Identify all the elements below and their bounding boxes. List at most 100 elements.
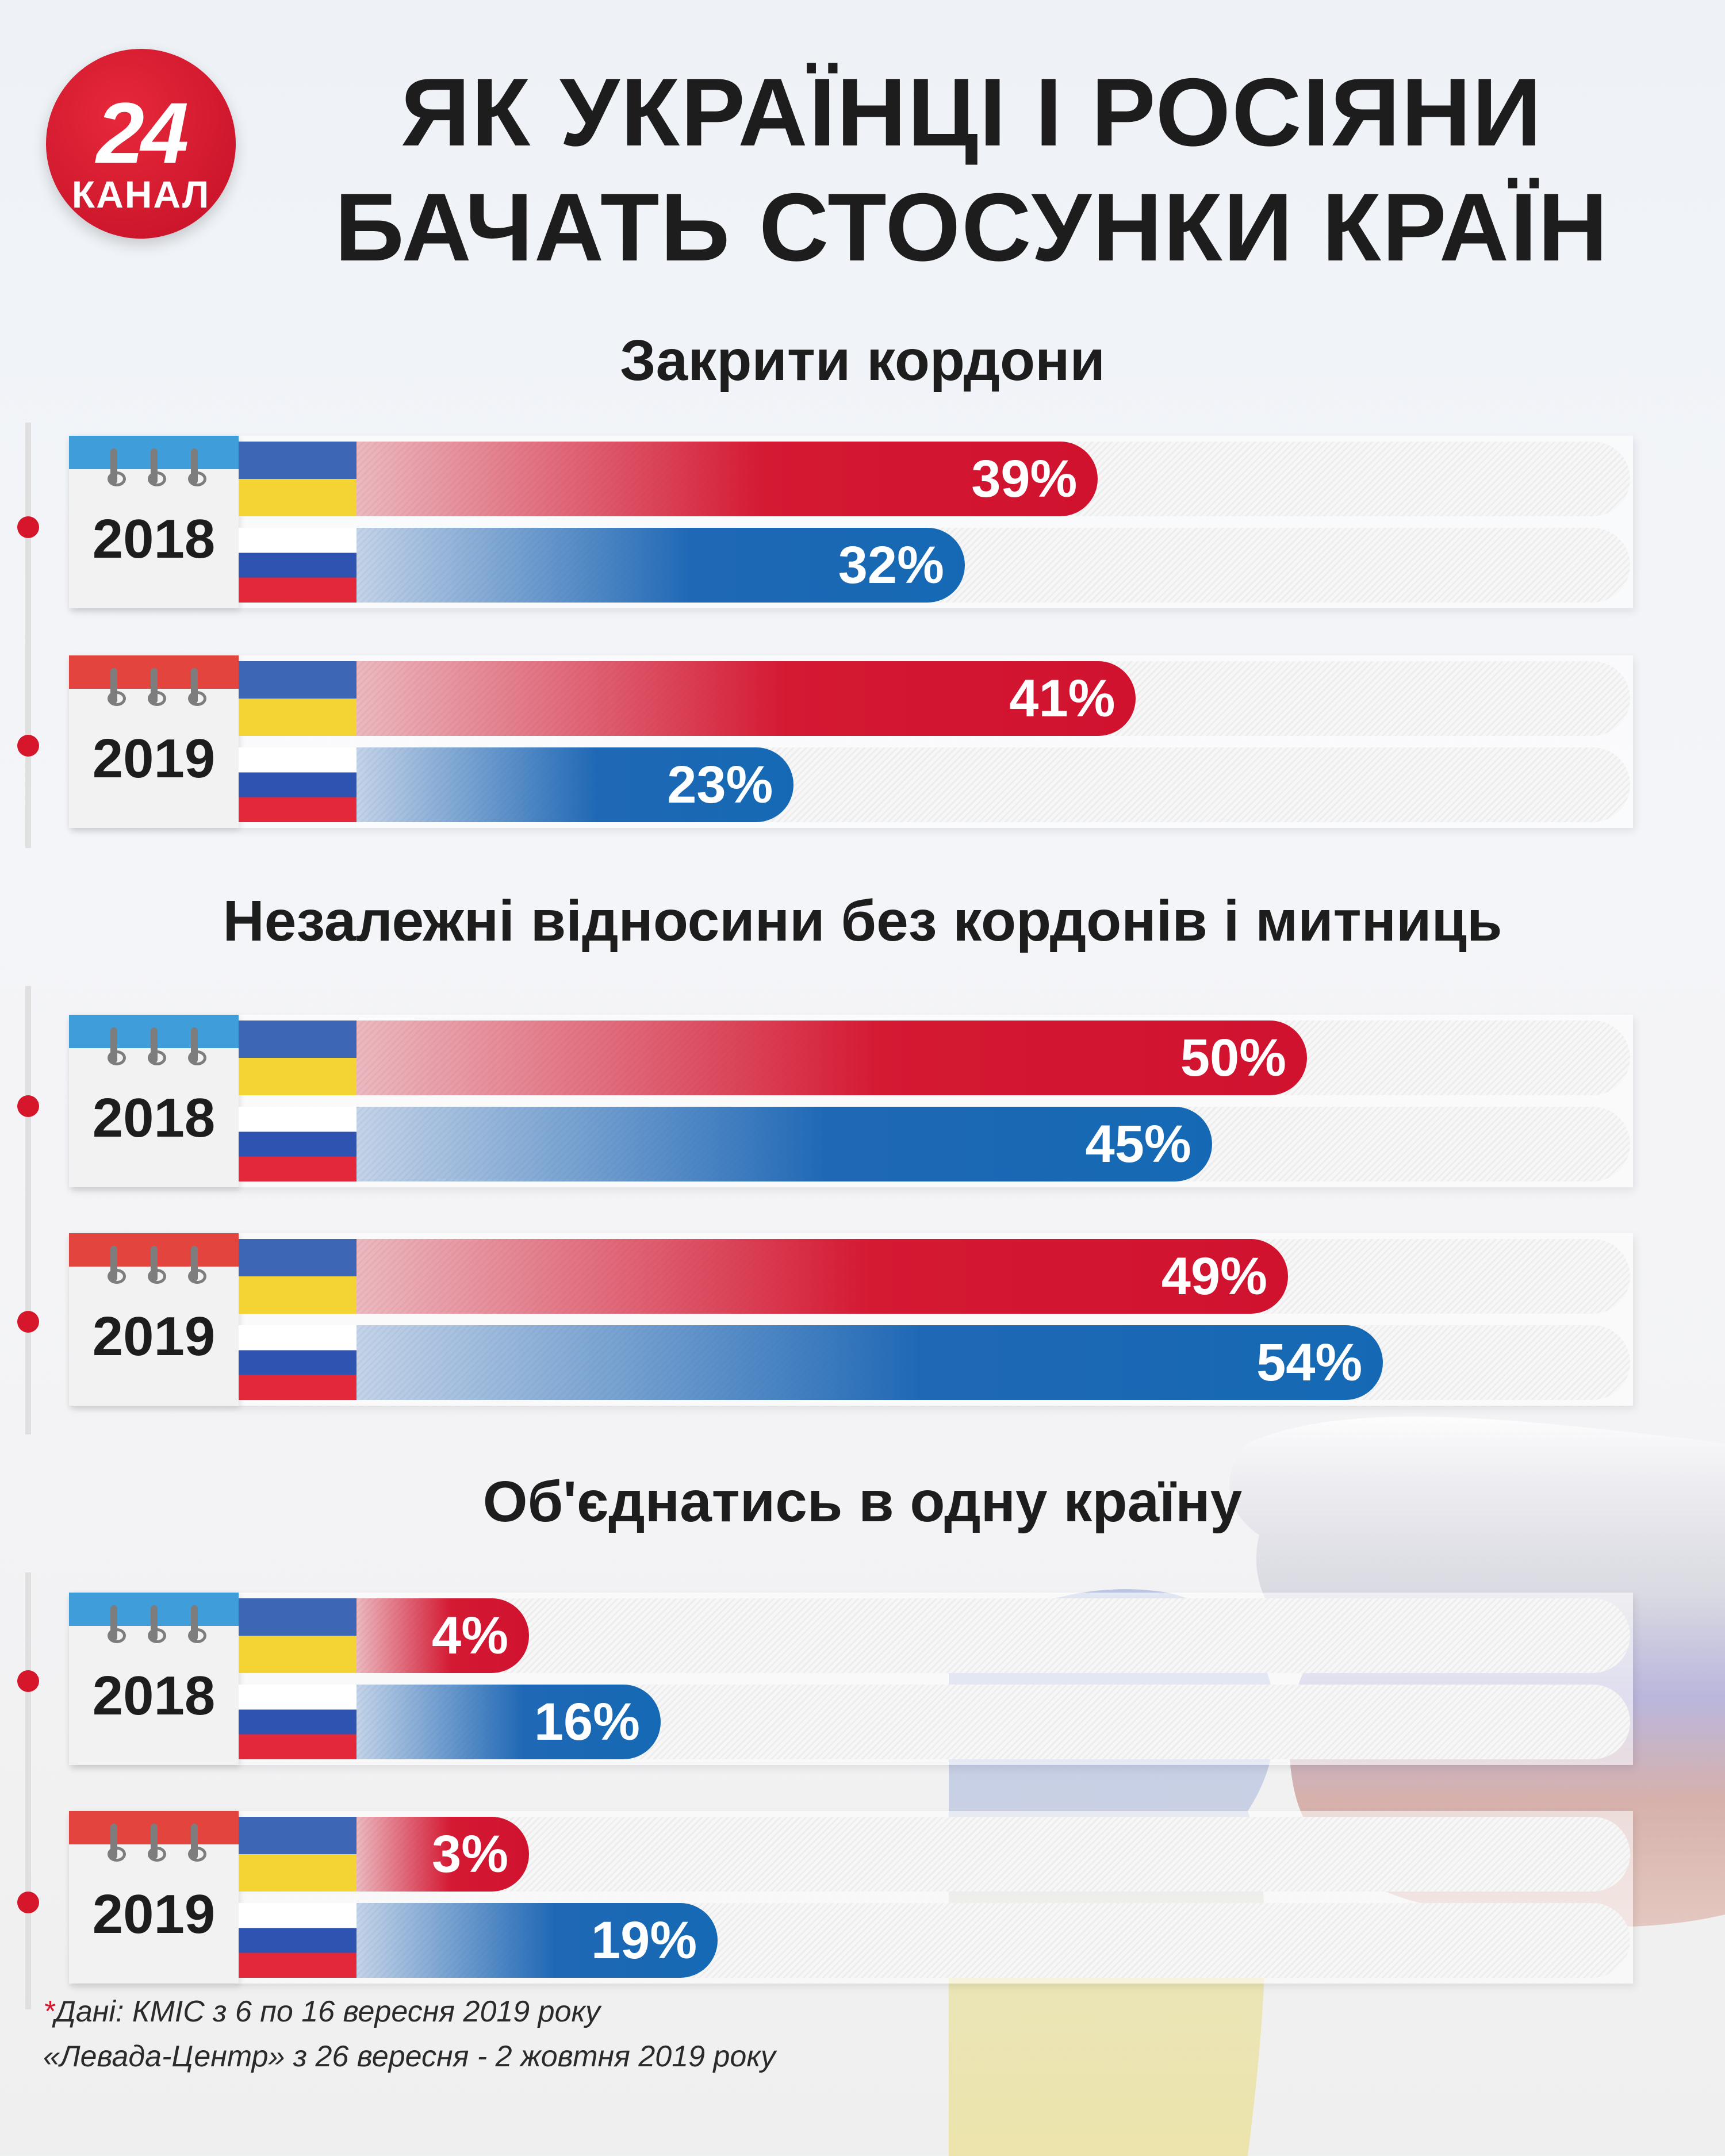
calendar-ring [148, 1605, 166, 1643]
year-label: 2019 [92, 728, 216, 789]
footnote-star: * [43, 1995, 55, 2028]
russia-flag [239, 1107, 356, 1181]
section-title-close-borders: Закрити кордони [620, 328, 1105, 393]
russia-flag [239, 1685, 356, 1759]
calendar-icon: 2019 [69, 1233, 239, 1406]
year-card: 2019 3% 19% [69, 1811, 1633, 1984]
calendar-ring [188, 1824, 206, 1862]
ukraine-flag [239, 1239, 356, 1314]
footnote-line-1: *Дані: КМІС з 6 по 16 вересня 2019 року [43, 1989, 776, 2034]
bar-value-label: 19% [591, 1911, 697, 1970]
calendar-ring [148, 668, 166, 706]
timeline-dot [17, 1095, 39, 1117]
calendar-ring [148, 448, 166, 486]
year-card: 2018 4% 16% [69, 1593, 1633, 1765]
source-footnote: *Дані: КМІС з 6 по 16 вересня 2019 року … [43, 1989, 776, 2079]
bar-value-label: 39% [971, 450, 1078, 508]
calendar-ring [188, 668, 206, 706]
bar-track: 49% [356, 1239, 1630, 1314]
bar-ukraine: 39% [356, 442, 1098, 516]
calendar-ring [148, 1246, 166, 1284]
ukraine-flag [239, 1598, 356, 1673]
year-label: 2018 [92, 1665, 216, 1727]
bar-value-label: 3% [432, 1825, 508, 1883]
section-title-independent-relations: Незалежні відносини без кордонів і митни… [223, 889, 1502, 953]
year-card: 2019 49% 54% [69, 1233, 1633, 1406]
bar-track: 19% [356, 1903, 1630, 1978]
year-card: 2019 41% 23% [69, 655, 1633, 828]
calendar-icon: 2018 [69, 1593, 239, 1765]
year-card: 2018 39% 32% [69, 436, 1633, 608]
year-label: 2019 [92, 1883, 216, 1945]
bar-value-label: 16% [534, 1693, 640, 1751]
russia-flag [239, 1325, 356, 1400]
bar-russia: 32% [356, 528, 965, 603]
bar-value-label: 32% [838, 536, 944, 594]
year-card: 2018 50% 45% [69, 1015, 1633, 1187]
bar-track: 54% [356, 1325, 1630, 1400]
bar-russia: 45% [356, 1107, 1212, 1181]
ukraine-flag [239, 442, 356, 516]
footnote-text-1: Дані: КМІС з 6 по 16 вересня 2019 року [55, 1995, 601, 2028]
logo-number: 24 [96, 85, 189, 181]
timeline-dot [17, 516, 39, 538]
year-label: 2018 [92, 1087, 216, 1149]
timeline-line [25, 1572, 31, 2009]
bar-track: 4% [356, 1598, 1630, 1673]
bar-value-label: 41% [1009, 669, 1116, 728]
bar-ukraine: 41% [356, 661, 1136, 736]
bar-ukraine: 3% [356, 1817, 529, 1892]
bar-track: 41% [356, 661, 1630, 736]
bar-track: 3% [356, 1817, 1630, 1892]
bar-ukraine: 50% [356, 1021, 1307, 1095]
timeline-dot [17, 1311, 39, 1333]
bar-ukraine: 49% [356, 1239, 1288, 1314]
calendar-ring [108, 1605, 126, 1643]
bar-ukraine: 4% [356, 1598, 529, 1673]
timeline-line [25, 986, 31, 1434]
bar-track: 16% [356, 1685, 1630, 1759]
calendar-ring [188, 1246, 206, 1284]
bar-value-label: 4% [432, 1606, 508, 1665]
calendar-icon: 2018 [69, 1015, 239, 1187]
bar-value-label: 50% [1180, 1029, 1286, 1087]
ukraine-flag [239, 1817, 356, 1892]
calendar-ring [108, 448, 126, 486]
page-title: ЯК УКРАЇНЦІ І РОСІЯНИ БАЧАТЬ СТОСУНКИ КР… [264, 55, 1679, 285]
section-title-unite: Об'єднатись в одну країну [482, 1470, 1243, 1534]
calendar-ring [108, 1027, 126, 1065]
bar-russia: 23% [356, 747, 794, 822]
calendar-ring [148, 1824, 166, 1862]
timeline-dot [17, 1670, 39, 1692]
title-line-2: БАЧАТЬ СТОСУНКИ КРАЇН [335, 173, 1609, 281]
calendar-icon: 2019 [69, 1811, 239, 1984]
calendar-icon: 2019 [69, 655, 239, 828]
russia-flag [239, 528, 356, 603]
bar-track: 39% [356, 442, 1630, 516]
calendar-ring [148, 1027, 166, 1065]
calendar-ring [188, 1605, 206, 1643]
logo-name: КАНАЛ [71, 173, 210, 216]
calendar-ring [188, 448, 206, 486]
timeline-dot [17, 1892, 39, 1913]
year-label: 2018 [92, 508, 216, 570]
bar-russia: 54% [356, 1325, 1383, 1400]
bar-value-label: 54% [1256, 1333, 1363, 1392]
calendar-ring [108, 1246, 126, 1284]
timeline-dot [17, 735, 39, 757]
ukraine-flag [239, 661, 356, 736]
ukraine-flag [239, 1021, 356, 1095]
timeline-line [25, 423, 31, 848]
bar-value-label: 49% [1161, 1247, 1267, 1306]
bar-value-label: 23% [667, 755, 773, 814]
calendar-ring [108, 668, 126, 706]
bar-track: 32% [356, 528, 1630, 603]
calendar-ring [188, 1027, 206, 1065]
bar-track: 45% [356, 1107, 1630, 1181]
russia-flag [239, 1903, 356, 1978]
russia-flag [239, 747, 356, 822]
footnote-line-2: «Левада-Центр» з 26 вересня - 2 жовтня 2… [43, 2040, 776, 2073]
year-label: 2019 [92, 1306, 216, 1367]
calendar-icon: 2018 [69, 436, 239, 608]
channel-logo: 24 КАНАЛ [46, 49, 236, 239]
